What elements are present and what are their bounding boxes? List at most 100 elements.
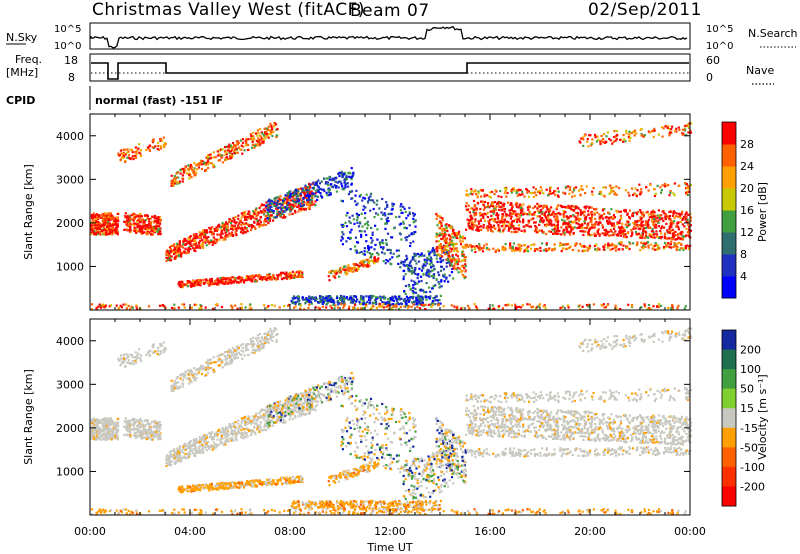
- power-cell: [293, 276, 296, 279]
- power-cell: [221, 232, 224, 235]
- power-cell: [94, 214, 97, 217]
- power-cell: [477, 229, 480, 232]
- power-cell: [689, 229, 693, 232]
- power-cell: [178, 247, 181, 250]
- power-cell: [437, 247, 440, 250]
- power-cell: [581, 188, 584, 191]
- power-cell: [531, 192, 534, 195]
- power-cell: [490, 225, 493, 229]
- power-cell: [267, 222, 270, 225]
- power-cell: [644, 245, 647, 249]
- power-cell: [491, 205, 495, 208]
- power-cell: [317, 190, 320, 193]
- power-cell: [107, 225, 110, 228]
- power-cell: [442, 249, 445, 252]
- power-cell: [487, 307, 490, 310]
- power-cell: [339, 172, 342, 175]
- power-cell: [219, 280, 222, 283]
- power-cell: [297, 191, 300, 194]
- power-cell: [108, 213, 111, 216]
- power-cell: [534, 188, 538, 191]
- power-cell: [566, 216, 569, 219]
- power-cell: [267, 305, 270, 308]
- power-cell: [471, 193, 474, 196]
- power-cell: [563, 219, 566, 222]
- power-cell: [273, 197, 276, 200]
- power-cell: [265, 201, 268, 204]
- power-cell: [228, 150, 231, 153]
- power-cell: [416, 277, 419, 280]
- power-cell: [347, 236, 350, 240]
- power-cell: [129, 230, 132, 233]
- power-cell: [641, 220, 644, 223]
- power-cell: [284, 209, 287, 212]
- power-cell: [432, 297, 435, 300]
- power-cell: [598, 248, 601, 251]
- power-cell: [299, 197, 302, 200]
- power-cell: [227, 279, 230, 282]
- power-cell: [199, 279, 203, 282]
- power-cell: [464, 244, 467, 247]
- power-cell: [274, 200, 277, 203]
- power-cell: [375, 296, 378, 299]
- power-cell: [516, 215, 519, 218]
- power-cell: [332, 299, 335, 303]
- power-cell: [246, 212, 250, 215]
- power-cell: [348, 266, 351, 269]
- power-cell: [176, 254, 179, 258]
- power-cell: [373, 248, 376, 251]
- nsky-tick-bottom: 10^0: [54, 41, 81, 52]
- power-cell: [293, 192, 296, 195]
- power-cell: [489, 224, 492, 227]
- power-cell: [232, 228, 235, 231]
- power-cell: [289, 195, 292, 198]
- power-cell: [110, 227, 113, 230]
- power-cell: [479, 214, 482, 217]
- power-cell: [212, 233, 215, 236]
- power-cell: [411, 269, 414, 272]
- power-cell: [155, 221, 158, 224]
- power-cell: [645, 236, 648, 239]
- power-cell: [124, 212, 127, 215]
- power-cell: [628, 247, 631, 251]
- power-cell: [99, 233, 102, 236]
- power-cell: [205, 161, 208, 165]
- power-cell: [515, 306, 518, 309]
- power-cell: [684, 235, 687, 238]
- power-cell: [453, 243, 456, 246]
- power-cell: [328, 279, 331, 282]
- power-cell: [261, 278, 264, 281]
- power-cell: [125, 221, 128, 224]
- power-cell: [563, 243, 567, 246]
- power-cell: [112, 221, 115, 224]
- power-cell: [302, 298, 305, 301]
- power-cell: [377, 257, 380, 260]
- power-cell: [583, 249, 586, 252]
- power-cell: [461, 250, 464, 254]
- power-cell: [443, 280, 446, 283]
- power-cell: [467, 194, 470, 197]
- power-cell: [294, 297, 297, 300]
- power-cell: [477, 246, 480, 249]
- power-cell: [368, 252, 371, 255]
- power-cell: [565, 226, 568, 229]
- power-cell: [571, 191, 574, 194]
- power-cell: [446, 250, 449, 253]
- power-cell: [265, 220, 268, 223]
- power-cell: [95, 230, 98, 233]
- power-cell: [234, 222, 237, 225]
- power-cell: [451, 233, 454, 236]
- power-cell: [551, 228, 554, 231]
- power-cell: [278, 306, 281, 309]
- power-cell: [374, 260, 377, 263]
- power-cell: [175, 245, 178, 248]
- power-cell: [652, 245, 655, 248]
- power-cell: [459, 243, 463, 246]
- power-cell: [254, 132, 258, 135]
- power-cell: [356, 216, 359, 219]
- power-cell: [482, 226, 485, 229]
- power-cell: [265, 277, 268, 280]
- power-cell: [664, 213, 667, 216]
- power-cell: [576, 226, 579, 230]
- power-cell: [243, 216, 246, 219]
